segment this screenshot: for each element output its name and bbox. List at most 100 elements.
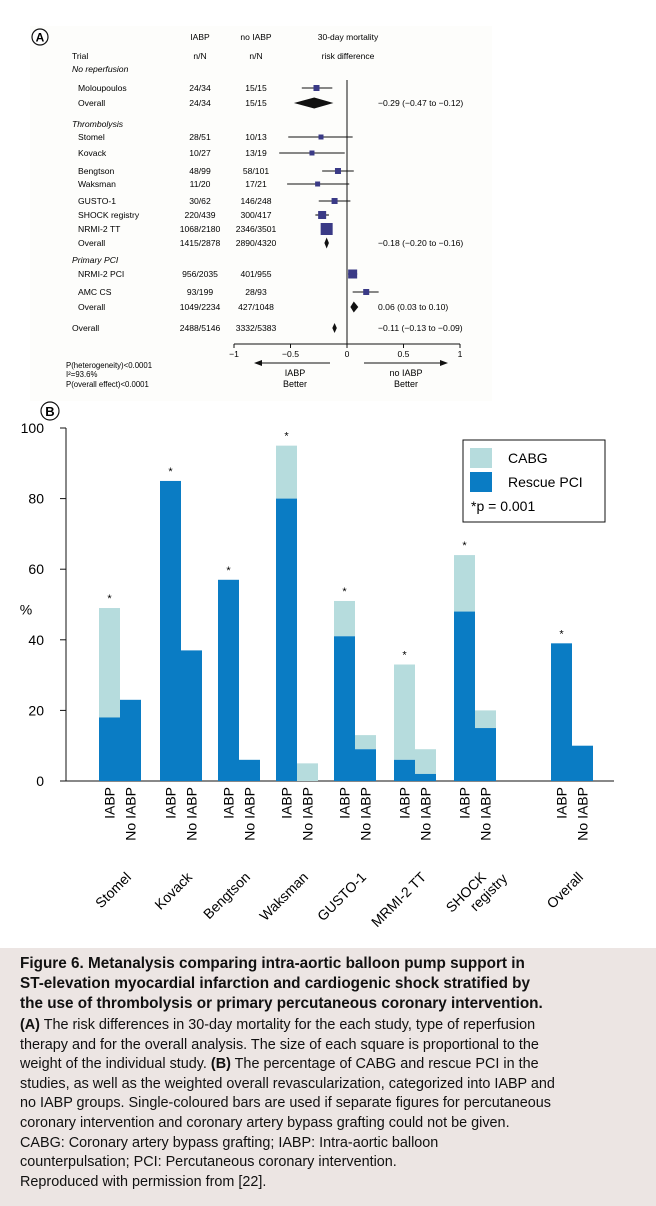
caption-title-line: ST-elevation myocardial infarction and c… [20,975,531,992]
bar-group-label: No IABP [418,787,434,841]
legend-label-cabg: CABG [508,450,548,466]
study-name: SHOCK registry [78,210,140,220]
no-iabp-count: 15/15 [245,98,267,108]
study-name: GUSTO-1 [78,196,116,206]
category-label-part: Overall [543,869,586,912]
bar-group-label: No IABP [184,787,200,841]
bar-rescue-pci [334,636,355,781]
iabp-count: 28/51 [189,132,211,142]
x-tick-label: −0.5 [282,349,299,359]
bar-rescue-pci [454,611,475,781]
y-tick-label: 40 [28,632,44,648]
bar-group-label: IABP [554,787,570,819]
bar-group-label: IABP [337,787,353,819]
bar-group-label: No IABP [478,787,494,841]
y-tick-label: 0 [36,773,44,789]
no-iabp-count: 10/13 [245,132,267,142]
bar-group-label: IABP [279,787,295,819]
bar-cabg [355,735,376,750]
iabp-count: 10/27 [189,148,211,158]
legend-swatch-rescue-pci [470,472,492,492]
study-square [315,181,321,187]
bar-cabg [99,608,120,718]
header-no-iabp: no IABP [240,32,272,42]
arrow-left-head [254,360,262,366]
section-heading: No reperfusion [72,64,129,74]
bar-group-label: No IABP [242,787,258,841]
iabp-count: 1068/2180 [180,224,221,234]
caption-line: no IABP groups. Single-coloured bars are… [20,1095,551,1112]
study-name: Waksman [78,179,116,189]
caption-title: Figure 6. Metanalysis comparing intra-ao… [20,954,640,1014]
significance-star: * [462,540,467,552]
iabp-count: 956/2035 [182,269,218,279]
bar-rescue-pci [239,759,260,781]
caption-line: Reproduced with permission from [22]. [20,1173,267,1190]
significance-star: * [559,628,564,640]
iabp-count: 1049/2234 [180,302,221,312]
bar-rescue-pci [120,699,141,781]
study-name: Bengtson [78,166,115,176]
overall-diamond [350,301,359,313]
bar-rescue-pci [355,749,376,781]
iabp-count: 24/34 [189,83,211,93]
study-name: NRMI-2 PCI [78,269,124,279]
overall-diamond [293,97,334,109]
bar-rescue-pci [415,773,436,781]
header-mortality: 30-day mortality [318,32,379,42]
favours-iabp-label: IABP [285,368,306,378]
study-name: Overall [78,238,105,248]
iabp-count: 2488/5146 [180,323,221,333]
bar-rescue-pci [551,643,572,781]
caption-line: weight of the individual study. (B) The … [20,1056,539,1073]
favours-iabp-label: Better [283,379,307,389]
bar-group-label: IABP [102,787,118,819]
y-tick-label: 60 [28,561,44,577]
category-label: Overall [543,869,586,912]
favours-no-iabp-label: no IABP [389,368,422,378]
bar-rescue-pci [218,579,239,781]
bar-chart-panel: B 0 20 40 60 80 100% IABP No IABP * Stomel IABP No I… [20,401,614,930]
panel-label: B [45,404,54,419]
stat-overall: P(overall effect)<0.0001 [66,380,149,389]
ci-text: −0.11 (−0.13 to −0.09) [378,323,463,333]
bar-cabg [394,664,415,760]
bar-group-label: IABP [457,787,473,819]
bar-rescue-pci [394,759,415,781]
bar-group-label: No IABP [123,787,139,841]
iabp-count: 30/62 [189,196,211,206]
category-label-part: Kovack [151,868,195,912]
iabp-count: 1415/2878 [180,238,221,248]
stat-heterogeneity: P(heterogeneity)<0.0001 [66,361,152,370]
study-name: AMC CS [78,287,112,297]
bar-group-label: No IABP [575,787,591,841]
bar-rescue-pci [572,745,593,781]
x-tick-label: 0 [345,349,350,359]
study-square [318,211,327,219]
category-label: SHOCKregistry [443,859,511,927]
section-heading: Thrombolysis [72,119,124,129]
iabp-count: 93/199 [187,287,214,297]
no-iabp-count: 300/417 [240,210,271,220]
iabp-count: 11/20 [190,179,211,189]
caption-line: CABG: Coronary artery bypass grafting; I… [20,1134,439,1151]
bar-cabg [297,763,318,781]
study-square [318,134,324,140]
legend-label-rescue-pci: Rescue PCI [508,474,583,490]
overall-diamond [332,323,337,333]
no-iabp-count: 2890/4320 [236,238,277,248]
category-label: Stomel [92,869,134,911]
panel-label: A [36,31,45,45]
study-square [334,168,341,174]
stat-i2: I²=93.6% [66,370,97,379]
bar-cabg [276,445,297,499]
caption-line: (A) The risk differences in 30-day morta… [20,1017,536,1033]
study-name: Overall [72,323,99,333]
bar-group-label: No IABP [300,787,316,841]
caption-line: studies, as well as the weighted overall… [20,1075,555,1092]
category-label-part: Bengtson [200,869,253,922]
header-iabp: IABP [190,32,210,42]
ci-text: −0.29 (−0.47 to −0.12) [378,98,463,108]
study-square [348,269,358,279]
no-iabp-count: 13/19 [245,148,267,158]
